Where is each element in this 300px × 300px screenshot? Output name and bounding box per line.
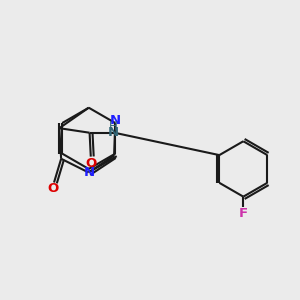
Text: N: N xyxy=(107,126,118,139)
Text: N: N xyxy=(84,166,95,179)
Text: N: N xyxy=(110,115,121,128)
Text: O: O xyxy=(85,157,96,169)
Text: H: H xyxy=(109,119,117,133)
Text: F: F xyxy=(239,207,248,220)
Text: O: O xyxy=(48,182,59,195)
